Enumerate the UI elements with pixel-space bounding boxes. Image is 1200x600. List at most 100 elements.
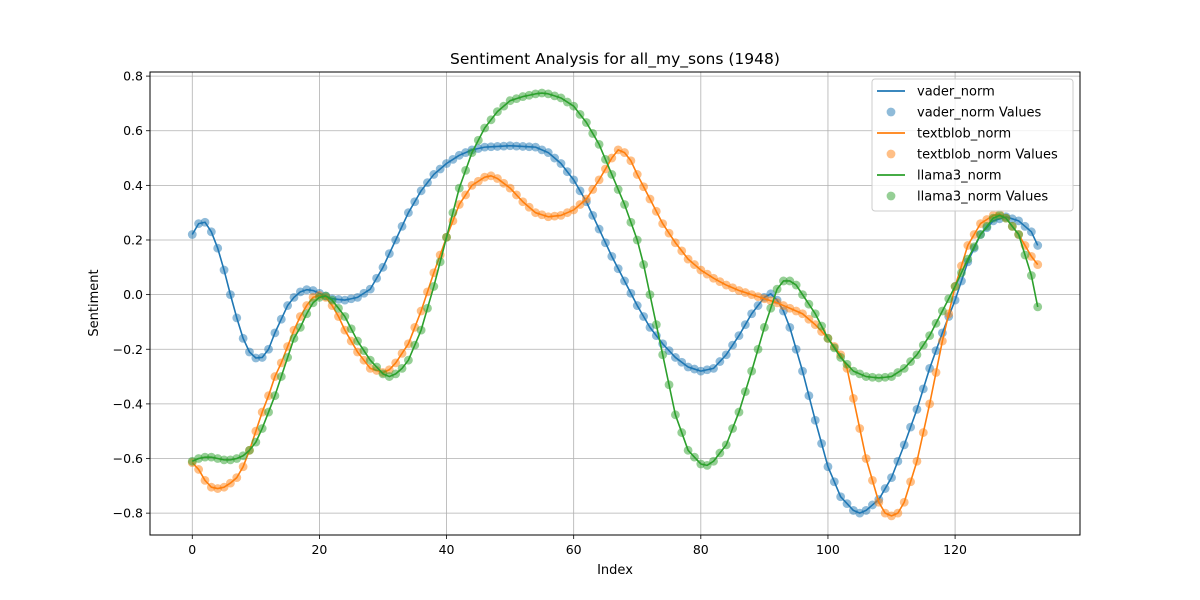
llama3_norm-point — [918, 340, 928, 350]
textblob_norm-point — [226, 478, 235, 488]
llama3_norm-point — [594, 139, 604, 149]
textblob_norm-point — [899, 497, 909, 507]
vader_norm-point — [365, 284, 375, 294]
textblob_norm-point — [690, 260, 699, 269]
x-tick-label: 40 — [439, 542, 455, 557]
vader_norm-point — [753, 301, 763, 310]
vader_norm-point — [206, 227, 216, 237]
llama3_norm-point — [601, 155, 610, 164]
legend: vader_norm vader_norm Values textblob_norm… — [871, 78, 1074, 212]
textblob_norm-point — [493, 174, 502, 183]
vader_norm-point — [893, 456, 903, 466]
textblob_norm-point — [575, 200, 585, 209]
legend-label: vader_norm Values — [917, 106, 1042, 121]
legend-label: textblob_norm Values — [917, 148, 1058, 163]
llama3_norm-point — [817, 321, 826, 331]
vader_norm-point — [785, 323, 795, 332]
llama3_norm-point — [454, 183, 464, 193]
llama3_norm-point — [906, 357, 915, 366]
llama3_norm-point — [321, 291, 331, 301]
y-tick-label: 0.2 — [123, 232, 143, 247]
vader_norm-point — [384, 249, 394, 259]
textblob_norm-point — [194, 465, 204, 474]
llama3_norm-point — [219, 455, 229, 465]
textblob_norm-point — [461, 190, 471, 200]
textblob_norm-point — [683, 254, 693, 264]
y-tick-label: −0.6 — [113, 451, 143, 466]
textblob_norm-point — [798, 309, 807, 319]
llama3_norm-point — [874, 373, 884, 383]
textblob_norm-point — [524, 202, 534, 212]
llama3_norm-point — [842, 359, 852, 369]
vader_norm-point — [435, 164, 445, 174]
llama3_norm-point — [397, 363, 407, 373]
llama3_norm-point — [581, 118, 591, 127]
llama3_norm-point — [823, 333, 833, 343]
vader_norm-point — [594, 224, 604, 234]
llama3_norm-point — [670, 410, 680, 420]
vader_norm-point — [836, 492, 846, 502]
textblob_norm-point — [874, 497, 884, 507]
vader_norm-point — [734, 331, 744, 340]
textblob_norm-point — [651, 206, 661, 216]
legend-label: llama3_norm Values — [917, 190, 1048, 205]
vader_norm-point — [238, 333, 248, 343]
textblob_norm-point — [601, 164, 610, 174]
axis-ticks: 0 20 40 60 80 100 120 −0.8 −0.6 −0.4 −0.2 0.0 0.2 0.4… — [113, 69, 967, 557]
textblob_norm-point — [658, 219, 668, 229]
textblob_norm-point — [270, 372, 280, 381]
x-tick-label: 100 — [816, 542, 840, 557]
y-tick-label: 0.4 — [123, 178, 143, 193]
textblob_norm-point — [550, 211, 560, 221]
textblob_norm-point — [238, 462, 248, 472]
llama3_norm-point — [556, 93, 566, 103]
x-tick-label: 80 — [693, 542, 709, 557]
vader_norm-point — [715, 357, 725, 366]
x-tick-label: 20 — [311, 542, 327, 557]
llama3_norm-point — [728, 424, 737, 433]
legend-marker-swatch — [886, 107, 896, 117]
vader_norm-point — [524, 142, 534, 152]
vader_norm-point — [1020, 221, 1030, 231]
vader_norm-point — [289, 292, 299, 302]
vader_norm-point — [575, 186, 585, 196]
textblob_norm-point — [423, 287, 432, 297]
llama3_norm-point — [1007, 221, 1017, 231]
vader_norm-point — [899, 440, 909, 450]
llama3_norm-point — [1001, 213, 1011, 223]
textblob_norm-point — [906, 477, 915, 487]
llama3_norm-point — [613, 185, 623, 194]
llama3_norm-point — [302, 309, 312, 319]
llama3_norm-point — [715, 448, 725, 458]
llama3_norm-point — [1026, 271, 1036, 280]
llama3_norm-point — [651, 320, 661, 330]
vader_norm-point — [740, 320, 750, 330]
textblob_norm-point — [594, 175, 604, 185]
textblob_norm-point — [232, 473, 242, 483]
llama3_norm-point — [899, 363, 909, 373]
textblob_norm-point — [868, 475, 877, 485]
vader_norm-point — [213, 243, 223, 253]
vader_norm-point — [925, 363, 935, 373]
textblob_norm-point — [543, 212, 553, 222]
textblob_norm-point — [645, 194, 655, 204]
vader_norm-point — [353, 292, 362, 302]
vader_norm-point — [670, 353, 680, 362]
llama3_norm-point — [677, 428, 687, 437]
vader_norm-point — [912, 404, 922, 414]
llama3_norm-point — [950, 282, 960, 291]
vader_norm-point — [416, 186, 426, 196]
y-tick-label: 0.8 — [123, 69, 143, 84]
vader_norm-point — [1033, 241, 1043, 250]
textblob_norm-point — [861, 454, 871, 463]
vader_norm-point — [931, 346, 941, 356]
llama3_norm-point — [308, 298, 318, 308]
y-tick-label: −0.8 — [113, 506, 143, 521]
vader_norm-point — [823, 462, 833, 472]
vader_norm-point — [639, 312, 649, 321]
vader_norm-point — [245, 347, 254, 357]
llama3_norm-point — [359, 346, 369, 356]
vader_norm-point — [906, 422, 915, 432]
y-axis-label: Sentiment — [87, 269, 102, 336]
